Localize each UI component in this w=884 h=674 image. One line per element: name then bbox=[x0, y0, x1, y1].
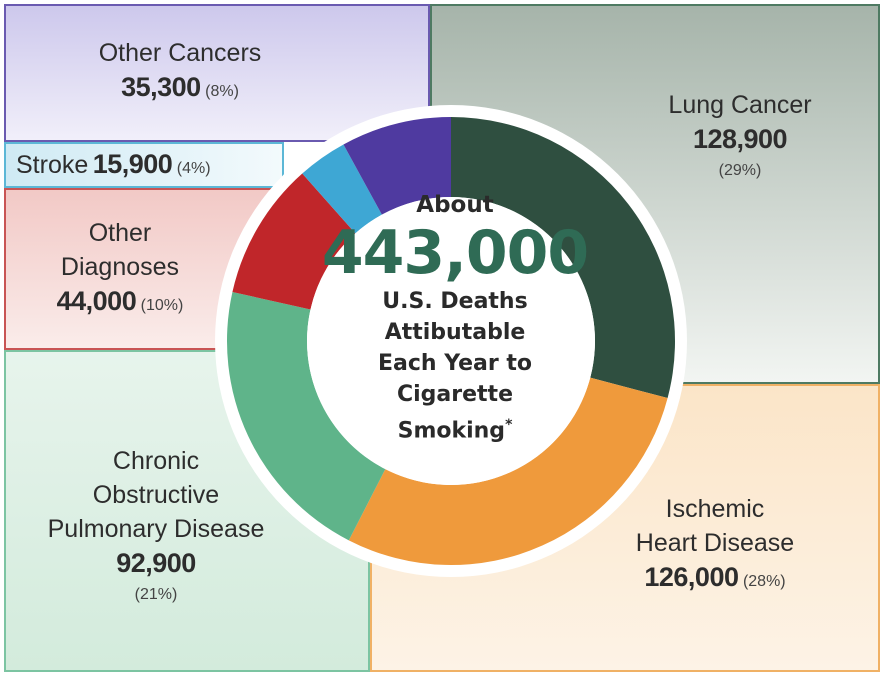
stroke-name: Stroke bbox=[16, 151, 89, 179]
label-other-cancers: Other Cancers 35,300 (8%) bbox=[60, 36, 300, 107]
center-description: U.S. Deaths Attibutable Each Year to Cig… bbox=[320, 286, 590, 446]
donut-slices bbox=[226, 117, 675, 565]
center-description-text: U.S. Deaths Attibutable Each Year to Cig… bbox=[377, 289, 533, 444]
other-diagnoses-pct: (10%) bbox=[140, 297, 184, 314]
label-copd: Chronic Obstructive Pulmonary Disease 92… bbox=[16, 444, 296, 610]
other-cancers-value: 35,300 bbox=[121, 72, 201, 102]
label-stroke: Stroke 15,900 (4%) bbox=[16, 147, 211, 184]
label-lung-cancer: Lung Cancer 128,900 (29%) bbox=[630, 88, 850, 186]
stroke-pct: (4%) bbox=[176, 160, 211, 177]
donut-slice-other-diag bbox=[232, 173, 356, 310]
donut-slice-ischemic bbox=[348, 377, 668, 565]
copd-name-line3: Pulmonary Disease bbox=[47, 515, 265, 543]
center-footnote-mark: * bbox=[505, 417, 513, 433]
stroke-value: 15,900 bbox=[92, 149, 173, 179]
donut-slice-other-cancers bbox=[343, 117, 451, 215]
label-other-diagnoses: Other Diagnoses 44,000 (10%) bbox=[20, 216, 220, 321]
copd-value: 92,900 bbox=[116, 548, 196, 578]
other-cancers-name: Other Cancers bbox=[98, 39, 262, 67]
donut-hole bbox=[307, 197, 595, 485]
label-ischemic-heart-disease: Ischemic Heart Disease 126,000 (28%) bbox=[600, 492, 830, 597]
lung-cancer-name: Lung Cancer bbox=[668, 91, 812, 119]
lung-cancer-pct: (29%) bbox=[718, 162, 762, 179]
donut-slice-copd bbox=[226, 291, 386, 541]
donut-slice-stroke bbox=[302, 144, 382, 234]
copd-pct: (21%) bbox=[134, 586, 178, 603]
panel-stroke bbox=[4, 142, 284, 188]
center-total: 443,000 bbox=[321, 218, 589, 288]
center-summary: About 443,000 U.S. Deaths Attibutable Ea… bbox=[320, 190, 590, 446]
copd-name-line1: Chronic bbox=[112, 447, 200, 475]
donut-slice-lung bbox=[451, 117, 675, 399]
copd-name-line2: Obstructive bbox=[92, 481, 220, 509]
ischemic-pct: (28%) bbox=[742, 573, 786, 590]
lung-cancer-value: 128,900 bbox=[692, 124, 788, 154]
ischemic-value: 126,000 bbox=[644, 562, 739, 592]
other-diagnoses-name-line2: Diagnoses bbox=[60, 253, 180, 281]
ischemic-name-line2: Heart Disease bbox=[635, 529, 795, 557]
other-diagnoses-name-line1: Other bbox=[88, 219, 152, 247]
ischemic-name-line1: Ischemic bbox=[665, 495, 765, 523]
other-cancers-pct: (8%) bbox=[205, 83, 239, 100]
center-about: About bbox=[416, 192, 494, 218]
panel-other-cancers bbox=[4, 4, 430, 142]
other-diagnoses-value: 44,000 bbox=[56, 286, 137, 316]
